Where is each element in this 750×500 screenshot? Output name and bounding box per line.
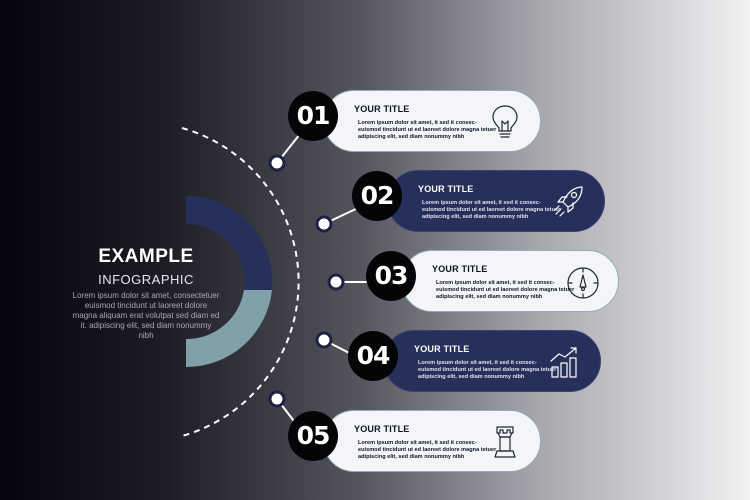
step-2-body: Lorem ipsum dolor sit amet, it sed it co… bbox=[422, 200, 561, 221]
node-4 bbox=[315, 331, 333, 349]
growth-chart-icon bbox=[548, 343, 582, 381]
node-1 bbox=[268, 154, 286, 172]
step-2-card: YOUR TITLE Lorem ipsum dolor sit amet, i… bbox=[387, 170, 605, 232]
step-1-title: YOUR TITLE bbox=[354, 104, 410, 114]
node-3 bbox=[327, 273, 345, 291]
center-body: Lorem ipsum dolor sit amet, consectetuer… bbox=[72, 291, 220, 340]
step-5-body: Lorem ipsum dolor sit amet, it sed it co… bbox=[358, 440, 497, 461]
step-2: YOUR TITLE Lorem ipsum dolor sit amet, i… bbox=[352, 170, 605, 234]
step-5: YOUR TITLE Lorem ipsum dolor sit amet, i… bbox=[288, 410, 541, 474]
step-4-number: 04 bbox=[348, 331, 398, 381]
step-1-body: Lorem ipsum dolor sit amet, it sed it co… bbox=[358, 120, 497, 141]
center-subtitle: INFOGRAPHIC bbox=[98, 272, 194, 287]
compass-icon bbox=[566, 263, 600, 301]
step-4-body: Lorem ipsum dolor sit amet, it sed it co… bbox=[418, 360, 557, 381]
step-1-number: 01 bbox=[288, 91, 338, 141]
step-5-title: YOUR TITLE bbox=[354, 424, 410, 434]
step-1-card: YOUR TITLE Lorem ipsum dolor sit amet, i… bbox=[323, 90, 541, 152]
lightbulb-icon bbox=[488, 103, 522, 141]
donut-arc-bottom bbox=[186, 290, 272, 368]
node-2 bbox=[315, 215, 333, 233]
step-3-number: 03 bbox=[366, 251, 416, 301]
node-5 bbox=[268, 390, 286, 408]
step-4-title: YOUR TITLE bbox=[414, 344, 470, 354]
step-2-number: 02 bbox=[352, 171, 402, 221]
donut-arc-top bbox=[186, 195, 273, 290]
step-3-body: Lorem ipsum dolor sit amet, it sed it co… bbox=[436, 280, 575, 301]
step-3-title: YOUR TITLE bbox=[432, 264, 488, 274]
rocket-icon bbox=[552, 183, 586, 221]
step-4-card: YOUR TITLE Lorem ipsum dolor sit amet, i… bbox=[383, 330, 601, 392]
chess-rook-icon bbox=[488, 423, 522, 461]
step-5-card: YOUR TITLE Lorem ipsum dolor sit amet, i… bbox=[323, 410, 541, 472]
step-3: YOUR TITLE Lorem ipsum dolor sit amet, i… bbox=[366, 250, 619, 314]
step-3-card: YOUR TITLE Lorem ipsum dolor sit amet, i… bbox=[401, 250, 619, 312]
step-2-title: YOUR TITLE bbox=[418, 184, 474, 194]
step-1: YOUR TITLE Lorem ipsum dolor sit amet, i… bbox=[288, 90, 541, 154]
dashed-arc bbox=[181, 127, 300, 437]
step-5-number: 05 bbox=[288, 411, 338, 461]
center-title: EXAMPLE bbox=[98, 246, 194, 267]
step-4: YOUR TITLE Lorem ipsum dolor sit amet, i… bbox=[348, 330, 601, 394]
